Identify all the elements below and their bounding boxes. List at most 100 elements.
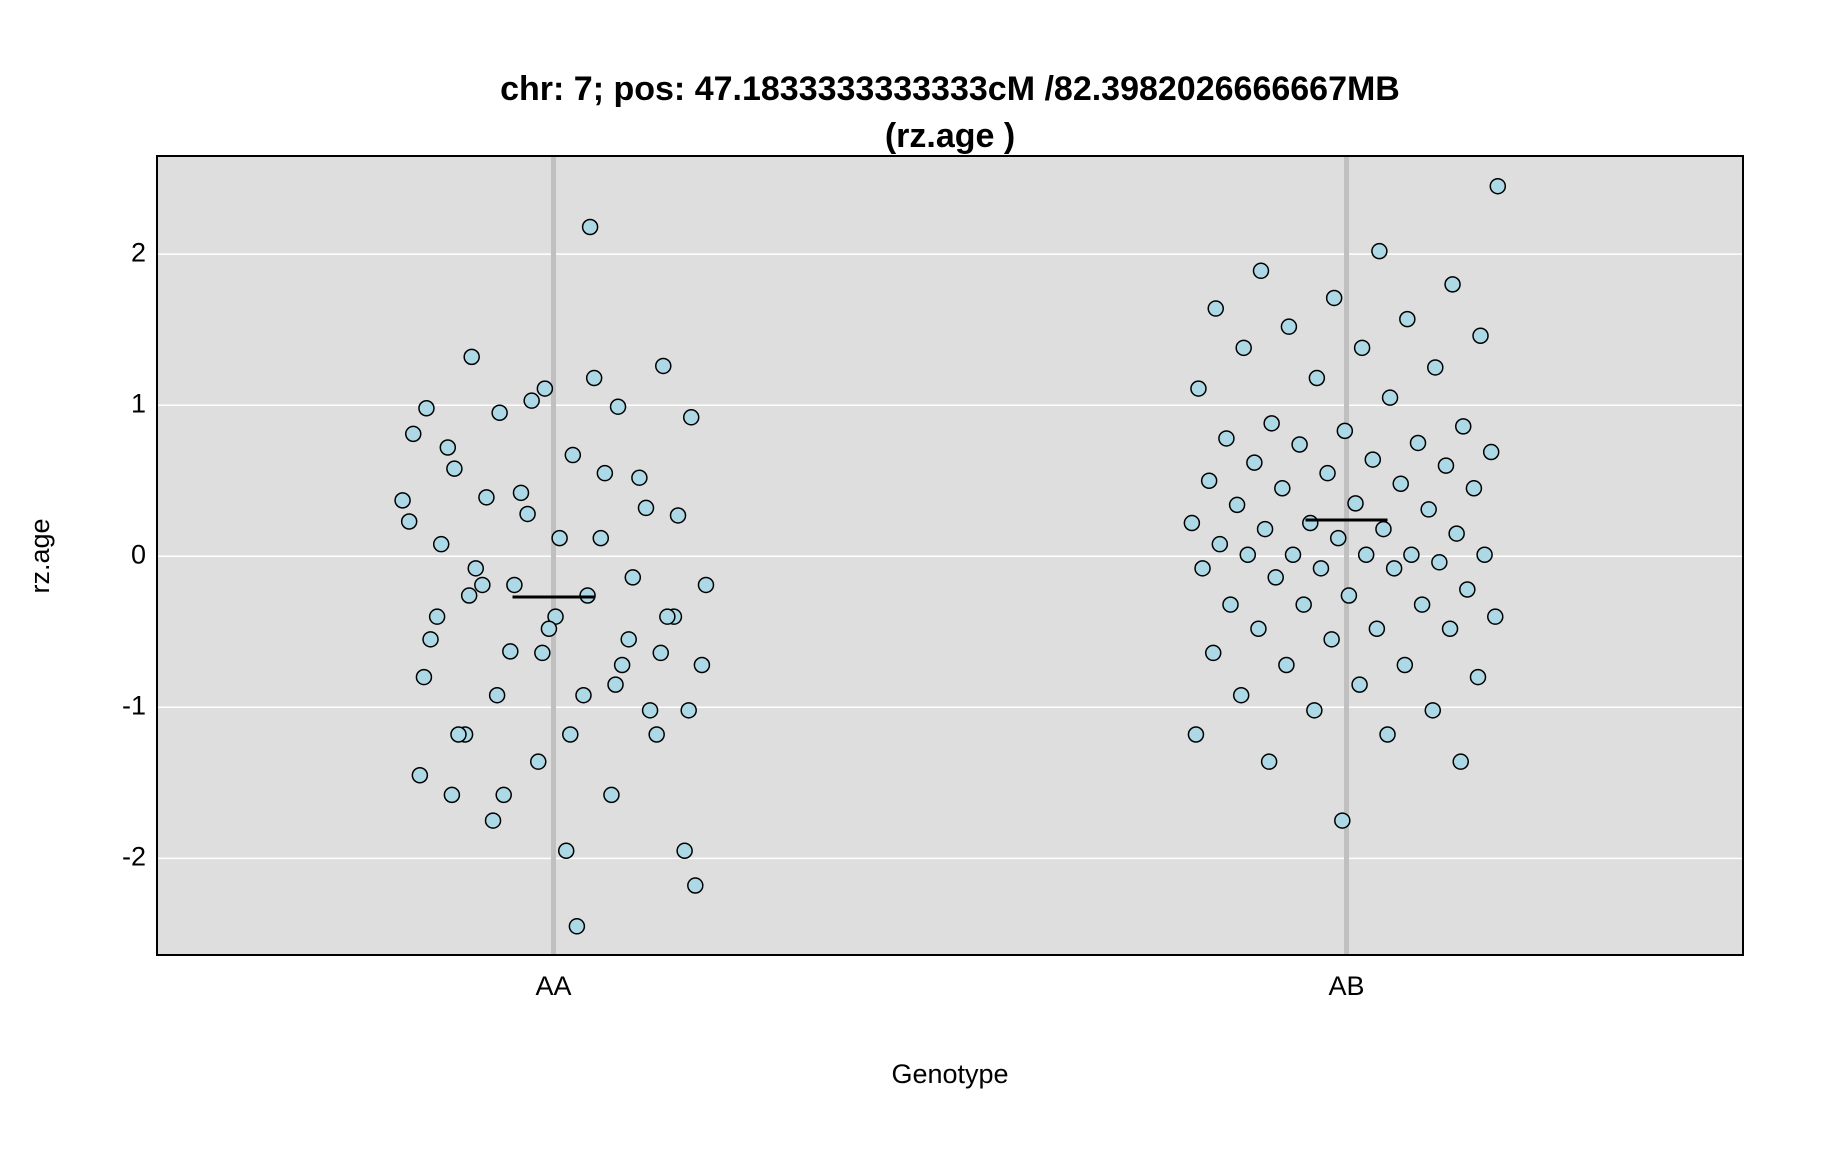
- point: [463, 348, 480, 366]
- point: [405, 425, 422, 443]
- point: [506, 576, 523, 594]
- point: [1444, 276, 1461, 293]
- point: [1256, 520, 1274, 538]
- point: [603, 786, 620, 804]
- point: [1325, 289, 1343, 307]
- point: [1487, 608, 1504, 625]
- point: [1239, 546, 1257, 563]
- point: [1385, 560, 1403, 577]
- point: [519, 505, 536, 523]
- point: [637, 499, 655, 517]
- point: [1274, 480, 1291, 497]
- point: [575, 686, 592, 704]
- point: [652, 644, 670, 662]
- point: [1482, 443, 1500, 461]
- point: [693, 656, 711, 674]
- point: [1222, 596, 1239, 613]
- point: [1323, 631, 1340, 648]
- point: [1211, 535, 1229, 553]
- point: [1489, 177, 1507, 195]
- y-tick-label: -2: [122, 841, 146, 871]
- point: [400, 513, 418, 530]
- point: [1351, 676, 1368, 693]
- point: [585, 369, 603, 387]
- point: [488, 686, 506, 704]
- point: [579, 587, 596, 604]
- point: [1194, 560, 1211, 577]
- point: [422, 631, 439, 648]
- point: [502, 643, 519, 660]
- point: [1190, 380, 1207, 397]
- point: [631, 469, 648, 486]
- point: [1334, 812, 1351, 829]
- y-tick-label: 0: [131, 539, 146, 569]
- point: [439, 439, 457, 456]
- point: [1183, 514, 1201, 532]
- point: [474, 576, 491, 594]
- point: [1306, 702, 1323, 719]
- y-axis-label: rz.age: [25, 518, 55, 593]
- point: [669, 507, 687, 524]
- point: [1284, 546, 1302, 563]
- point: [512, 484, 530, 502]
- point: [1232, 686, 1250, 704]
- point: [1319, 464, 1336, 482]
- point: [446, 460, 463, 477]
- point: [1246, 454, 1263, 471]
- point: [1280, 318, 1298, 335]
- point: [1431, 554, 1448, 571]
- point: [1381, 389, 1399, 406]
- point: [682, 409, 700, 426]
- point: [620, 631, 637, 648]
- point: [659, 608, 676, 625]
- point: [428, 608, 446, 625]
- x-tick-label: AA: [535, 971, 571, 1001]
- point: [697, 576, 715, 594]
- point: [1252, 262, 1270, 280]
- point: [1441, 620, 1459, 638]
- point: [1340, 587, 1358, 604]
- point: [1218, 430, 1235, 447]
- point: [609, 398, 627, 415]
- point: [1420, 501, 1437, 518]
- point: [551, 529, 568, 547]
- y-tick-label: 2: [131, 237, 146, 267]
- x-tick-label: AB: [1328, 971, 1364, 1001]
- point: [1476, 546, 1493, 563]
- x-axis-label: Genotype: [891, 1059, 1008, 1089]
- point: [1409, 434, 1427, 452]
- point: [1427, 359, 1444, 376]
- point: [1308, 369, 1326, 387]
- point: [1375, 520, 1392, 538]
- point: [411, 767, 429, 784]
- point: [450, 726, 467, 743]
- chart-title: chr: 7; pos: 47.1833333333333cM /82.3982…: [500, 70, 1400, 108]
- point: [478, 489, 495, 506]
- point: [1207, 300, 1224, 317]
- point: [1291, 436, 1308, 453]
- point: [648, 726, 665, 743]
- y-tick-label: -1: [122, 690, 146, 720]
- point: [540, 620, 558, 638]
- point: [1204, 644, 1222, 662]
- point: [460, 587, 478, 604]
- point: [415, 668, 433, 686]
- point: [1357, 546, 1375, 563]
- point: [1312, 560, 1330, 577]
- point: [1424, 702, 1442, 719]
- point: [1454, 418, 1472, 435]
- point: [1278, 656, 1295, 674]
- point: [443, 786, 461, 804]
- point: [418, 399, 435, 417]
- point: [1263, 415, 1280, 432]
- point: [1472, 327, 1489, 344]
- point: [530, 753, 547, 770]
- y-tick-label: 1: [131, 388, 146, 418]
- point: [1452, 753, 1469, 770]
- point: [1235, 339, 1252, 357]
- point: [1368, 620, 1386, 638]
- point: [1347, 495, 1364, 512]
- point: [641, 702, 659, 719]
- point: [1228, 496, 1246, 514]
